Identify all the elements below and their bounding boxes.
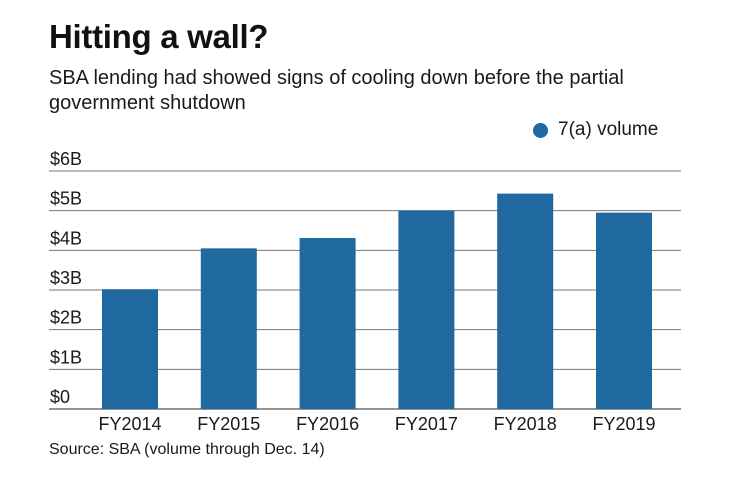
y-tick-label: $0 <box>50 387 70 407</box>
bar-fy2019 <box>596 212 652 409</box>
y-tick-label: $5B <box>50 189 82 209</box>
bars <box>102 193 652 409</box>
x-tick-label: FY2019 <box>592 414 655 434</box>
y-tick-label: $6B <box>50 149 82 169</box>
legend-label: 7(a) volume <box>558 119 659 140</box>
x-tick-label: FY2017 <box>395 414 458 434</box>
y-tick-label: $2B <box>50 308 82 328</box>
chart-title: Hitting a wall? <box>49 18 269 55</box>
y-tick-label: $3B <box>50 268 82 288</box>
bar-fy2014 <box>102 289 158 409</box>
bar-fy2018 <box>497 193 554 409</box>
x-tick-label: FY2014 <box>98 414 161 434</box>
chart-subtitle: SBA lending had showed signs of cooling … <box>49 67 624 114</box>
y-tick-label: $1B <box>50 347 82 367</box>
legend-marker-icon <box>533 122 548 138</box>
x-tick-label: FY2016 <box>296 414 359 434</box>
x-tick-label: FY2018 <box>494 414 557 434</box>
source-note: Source: SBA (volume through Dec. 14) <box>49 441 325 458</box>
bar-fy2017 <box>398 210 455 409</box>
bar-fy2015 <box>200 248 257 409</box>
bar-fy2016 <box>299 238 356 409</box>
legend: 7(a) volume <box>533 119 658 141</box>
x-tick-label: FY2015 <box>197 414 260 434</box>
y-tick-label: $4B <box>50 228 82 248</box>
y-axis-ticks: $0 $1B $2B $3B $4B $5B $6B <box>50 149 82 407</box>
x-axis-ticks: FY2014 FY2015 FY2016 FY2017 FY2018 FY2019 <box>98 414 655 434</box>
